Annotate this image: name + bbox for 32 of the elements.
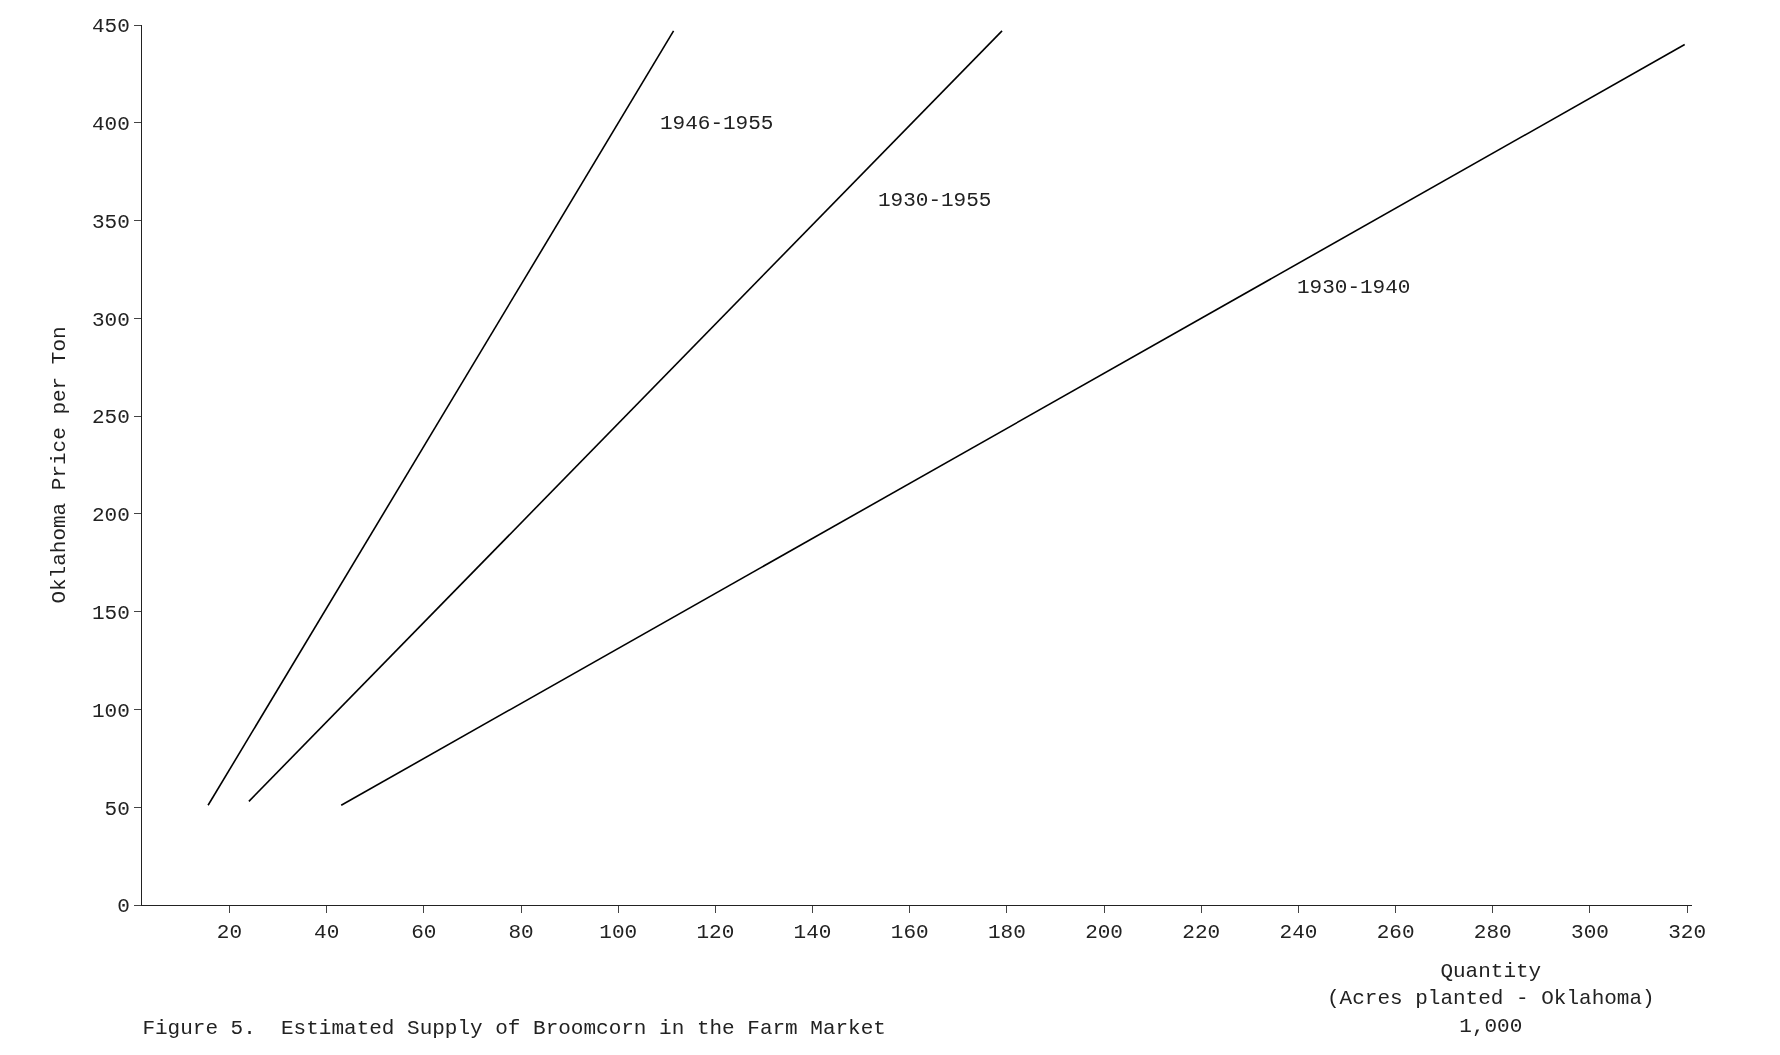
x-tick-label: 40: [314, 921, 340, 945]
x-tick-label: 240: [1279, 921, 1318, 945]
x-tick-label: 320: [1668, 921, 1707, 945]
x-tick-label: 220: [1182, 921, 1221, 945]
y-tick-label: 300: [91, 308, 130, 332]
series-label: 1946-1955: [660, 112, 774, 135]
y-tick-label: 100: [91, 699, 130, 723]
x-tick-label: 20: [216, 921, 243, 945]
text: Figure 5. Estimated Supply of Broomcorn in the Farm Market: [142, 1016, 886, 1040]
series-label: 1930-1955: [878, 189, 992, 212]
y-tick-label: 450: [91, 15, 130, 39]
y-tick-label: 50: [104, 797, 130, 821]
x-tick-label: 160: [890, 921, 929, 945]
x-tick-label: 140: [793, 921, 832, 945]
x-tick-label: 260: [1376, 921, 1415, 945]
x-tick-label: 100: [599, 921, 638, 945]
x-tick-label: 80: [508, 921, 534, 945]
y-tick-label: 200: [91, 504, 130, 528]
y-axis-title: Oklahoma Price per Ton: [48, 326, 72, 604]
series-label: 1930-1940: [1297, 276, 1411, 299]
y-tick-label: 350: [91, 210, 130, 234]
x-tick-label: 60: [411, 921, 437, 945]
x-tick-label: 120: [696, 921, 735, 945]
y-tick-label: 150: [91, 602, 130, 626]
x-tick-label: 280: [1473, 921, 1512, 945]
x-axis-title: Quantity (Acres planted - Oklahoma) 1,000: [1327, 960, 1655, 1038]
x-tick-label: 180: [987, 921, 1026, 945]
y-tick-label: 250: [91, 406, 130, 430]
y-tick-label: 400: [91, 113, 130, 137]
y-tick-label: 0: [117, 895, 130, 919]
x-tick-label: 300: [1571, 921, 1609, 945]
x-tick-label: 200: [1085, 921, 1123, 945]
